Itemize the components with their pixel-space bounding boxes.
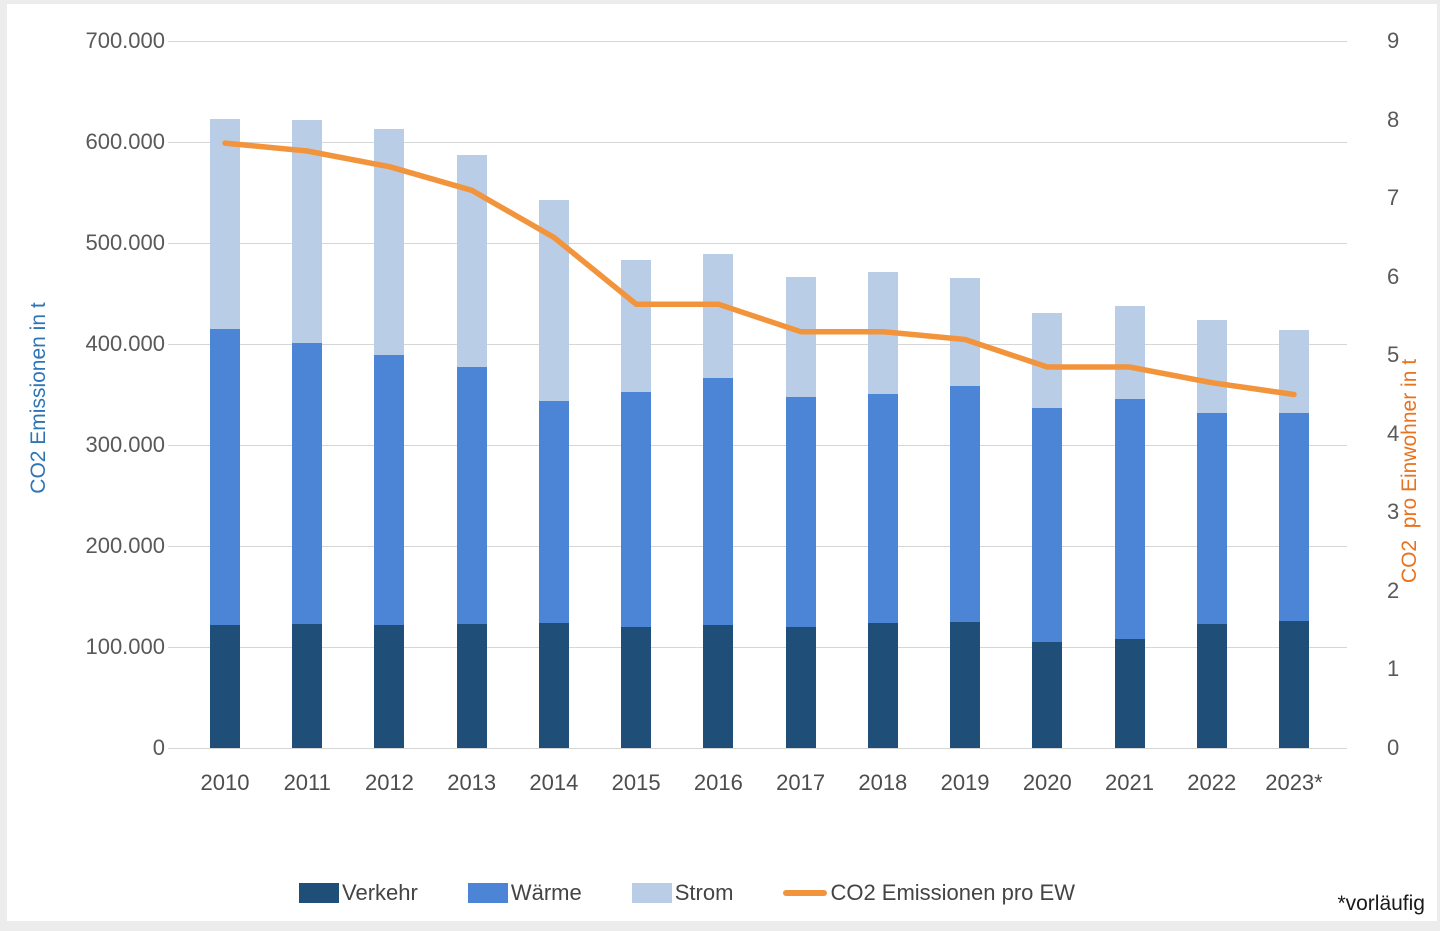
bar-segment-wrme-2011 (292, 343, 323, 624)
bar-segment-strom-2019 (950, 278, 981, 387)
bar-segment-wrme-2015 (621, 391, 652, 627)
right-axis-tick-label: 3 (1387, 499, 1400, 525)
co2-per-capita-line (222, 140, 1297, 398)
x-axis-label-2019: 2019 (940, 770, 990, 795)
right-axis-tick-label: 9 (1387, 28, 1400, 53)
bar-segment-wrme-2018 (867, 393, 898, 623)
legend-color-swatch (299, 883, 340, 903)
x-axis-label-2018: 2018 (858, 770, 908, 795)
x-axis-label-2011: 2011 (283, 770, 331, 795)
x-axis-label-2013: 2013 (447, 770, 497, 795)
bar-segment-wrme-2019 (950, 386, 981, 622)
left-axis-tick-label: 500.000 (85, 230, 165, 255)
bar-segment-wrme-2013 (456, 367, 487, 624)
right-axis-tick-label: 2 (1387, 577, 1400, 603)
gridline (168, 545, 1347, 547)
right-axis-tick-label: 5 (1387, 342, 1400, 368)
left-axis-tick-label: 200.000 (85, 533, 165, 558)
bar-segment-wrme-2017 (785, 396, 816, 627)
bar-segment-verkehr-2013 (456, 623, 487, 748)
footnote-vorlaeufig: *vorläufig (1337, 892, 1425, 915)
legend-label: Strom (674, 880, 734, 905)
left-axis-tick-label: 400.000 (85, 331, 165, 356)
right-axis-tick-label: 0 (1387, 735, 1400, 760)
bar-segment-verkehr-2010 (210, 624, 240, 748)
bar-segment-strom-2021 (1114, 305, 1145, 399)
bar-segment-strom-2017 (785, 277, 816, 397)
bar-segment-strom-2015 (621, 260, 652, 392)
gridline (168, 242, 1347, 244)
x-axis-label-2021: 2021 (1105, 770, 1154, 795)
legend-item-verkehr: Verkehr (299, 880, 418, 906)
bar-segment-wrme-2023 (1278, 412, 1309, 621)
x-axis-label-2023: 2023* (1265, 770, 1323, 795)
left-axis-tick-label: 600.000 (85, 129, 165, 154)
gridline (168, 343, 1347, 345)
right-axis-title: CO2 pro Einwohner in t (1398, 358, 1421, 584)
bar-segment-verkehr-2023 (1278, 620, 1309, 748)
left-axis-tick-label: 300.000 (85, 432, 165, 457)
right-axis-tick-label: 1 (1387, 656, 1400, 682)
co2-emissions-chart: 0 100.000 200.000 300.000 400.000 500.000 600.… (7, 4, 1437, 921)
x-axis-label-2022: 2022 (1187, 770, 1237, 795)
x-axis-label-2010: 2010 (200, 770, 250, 795)
bar-segment-verkehr-2012 (374, 624, 405, 748)
bar-segment-verkehr-2018 (867, 622, 898, 748)
right-axis-tick-label: 6 (1387, 263, 1400, 289)
bar-segment-wrme-2016 (703, 378, 734, 625)
bar-segment-strom-2010 (210, 118, 240, 329)
x-axis-label-2015: 2015 (611, 770, 661, 795)
bar-segment-strom-2016 (703, 254, 734, 379)
left-axis-tick-label: 700.000 (85, 28, 165, 53)
gridline (168, 444, 1347, 446)
right-axis-tick-label: 8 (1387, 106, 1400, 132)
bar-segment-verkehr-2017 (785, 626, 816, 748)
legend-item-co2-emissionen-pro-ew: CO2 Emissionen pro EW (783, 880, 1075, 906)
gridline (168, 141, 1347, 143)
bar-segment-strom-2022 (1196, 319, 1227, 413)
left-axis-tick-label: 0 (152, 735, 165, 760)
x-axis-label-2012: 2012 (364, 770, 414, 795)
chart-legend: Verkehr Wärme Strom CO2 Emissionen pro EW (7, 880, 1367, 906)
right-axis-tick-label: 4 (1387, 420, 1400, 446)
gridline (168, 747, 1347, 749)
x-axis-label-2014: 2014 (529, 770, 579, 795)
bar-segment-verkehr-2021 (1114, 638, 1145, 748)
gridline (168, 646, 1347, 648)
legend-color-swatch (467, 883, 508, 903)
bar-segment-wrme-2014 (538, 400, 569, 623)
bar-segment-wrme-2020 (1032, 407, 1063, 642)
right-axis-tick-label: 7 (1387, 185, 1400, 211)
bar-segment-strom-2023 (1278, 329, 1309, 413)
legend-label: CO2 Emissionen pro EW (830, 880, 1075, 905)
left-axis-title: CO2 Emissionen in t (27, 302, 50, 494)
bar-segment-wrme-2022 (1196, 412, 1227, 624)
bar-segment-verkehr-2022 (1196, 623, 1227, 748)
legend-item-w-rme: Wärme (467, 880, 582, 906)
bar-segment-strom-2020 (1032, 312, 1063, 408)
gridline (168, 40, 1347, 42)
bar-segment-verkehr-2011 (292, 623, 323, 748)
legend-label: Wärme (510, 880, 582, 905)
bar-segment-verkehr-2014 (538, 622, 569, 748)
plot-area (168, 40, 1347, 749)
legend-item-strom: Strom (631, 880, 734, 906)
bar-segment-wrme-2010 (210, 328, 240, 625)
x-axis-label-2020: 2020 (1022, 770, 1072, 795)
left-axis-tick-label: 100.000 (85, 634, 165, 659)
bar-segment-verkehr-2015 (621, 626, 652, 748)
bar-segment-wrme-2012 (374, 355, 405, 625)
bar-segment-strom-2011 (292, 119, 323, 343)
legend-label: Verkehr (342, 880, 418, 905)
bar-segment-verkehr-2016 (703, 624, 734, 748)
legend-color-swatch (631, 883, 672, 903)
bar-segment-verkehr-2020 (1032, 642, 1063, 748)
bar-segment-verkehr-2019 (950, 621, 981, 748)
x-axis-label-2016: 2016 (693, 770, 743, 795)
x-axis-label-2017: 2017 (776, 770, 826, 795)
bar-segment-wrme-2021 (1114, 398, 1145, 639)
legend-line-swatch (783, 890, 828, 896)
